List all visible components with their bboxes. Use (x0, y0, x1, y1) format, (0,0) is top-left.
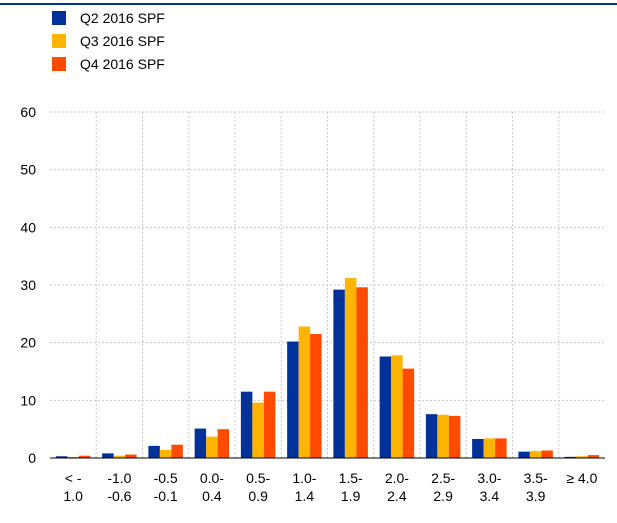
legend-swatch (52, 34, 66, 48)
bar (171, 444, 183, 458)
x-tick-label: 0.0- 0.4 (200, 470, 224, 504)
bar (518, 451, 530, 458)
bar (472, 438, 484, 458)
bar (67, 456, 79, 458)
x-tick-label-line: -0.6 (107, 488, 131, 504)
x-tick-label: 0.5- 0.9 (246, 470, 270, 504)
bar (148, 445, 160, 458)
x-tick-label: 3.5- 3.9 (524, 470, 548, 504)
x-tick-label-line: 1.9 (341, 488, 361, 504)
x-tick-label-line: 2.4 (387, 488, 407, 504)
x-tick-label-line: 3.5- (524, 470, 548, 486)
y-tick-label: 40 (20, 219, 36, 235)
x-tick-label: 1.5- 1.9 (339, 470, 363, 504)
y-tick-label: 50 (20, 162, 36, 178)
legend-swatch (52, 57, 66, 71)
bar (159, 449, 172, 458)
bar (495, 438, 507, 458)
x-tick-label: -1.0 -0.6 (107, 470, 131, 504)
x-tick-label: 2.5- 2.9 (431, 470, 455, 504)
x-tick-label: 2.0- 2.4 (385, 470, 409, 504)
x-tick-label-line: 1.0- (292, 470, 316, 486)
bar (263, 391, 276, 458)
bar (217, 429, 230, 458)
bar (113, 455, 126, 458)
bar (206, 436, 218, 458)
x-tick-label-line: 2.5- (431, 470, 455, 486)
legend-label: Q2 2016 SPF (80, 10, 165, 26)
bar (55, 456, 68, 458)
x-tick-label-line: ≥ 4.0 (566, 470, 597, 486)
bar (437, 414, 449, 458)
x-tick-label: 3.0- 3.4 (477, 470, 501, 504)
y-tick-label: 0 (28, 450, 36, 466)
x-tick-label-line: 3.0- (477, 470, 501, 486)
x-tick-label-line: 1.4 (295, 488, 315, 504)
x-tick-label-line: -0.1 (154, 488, 178, 504)
bar (356, 287, 368, 458)
x-tick-label: -0.5 -0.1 (154, 470, 178, 504)
bar (287, 341, 299, 458)
bar (483, 438, 496, 458)
x-tick-label-line: 2.9 (433, 488, 453, 504)
y-tick-label: 20 (20, 335, 36, 351)
legend-label: Q3 2016 SPF (80, 33, 165, 49)
x-tick-label: ≥ 4.0 (566, 470, 597, 486)
x-tick-label: < - 1.0 (63, 470, 83, 504)
y-tick-label: 10 (20, 392, 36, 408)
bar (252, 402, 264, 458)
bar (541, 450, 553, 458)
x-tick-label-line: 0.4 (202, 488, 222, 504)
bar (564, 456, 577, 458)
bar (333, 289, 345, 458)
legend-swatch (52, 11, 66, 25)
bar (78, 455, 91, 458)
bar (529, 451, 542, 458)
x-tick-label-line: 1.5- (339, 470, 363, 486)
bar (194, 428, 207, 458)
x-tick-label-line: -0.5 (154, 470, 178, 486)
x-tick-label-line: 2.0- (385, 470, 409, 486)
x-tick-label-line: < - (65, 470, 82, 486)
bar (576, 456, 588, 458)
legend-label: Q4 2016 SPF (80, 56, 165, 72)
bar (587, 455, 600, 458)
bar (344, 278, 357, 458)
x-tick-label-line: 3.9 (526, 488, 546, 504)
y-tick-label: 60 (20, 104, 36, 120)
x-tick-label: 1.0- 1.4 (292, 470, 316, 504)
bar (448, 415, 461, 458)
y-tick-label: 30 (20, 277, 36, 293)
x-tick-label-line: 0.0- (200, 470, 224, 486)
x-tick-label-line: -1.0 (107, 470, 131, 486)
bar (402, 368, 415, 458)
bar (240, 391, 253, 458)
bar (391, 355, 403, 458)
bar (125, 454, 137, 458)
x-tick-label-line: 0.9 (248, 488, 268, 504)
bar (425, 414, 438, 458)
bar (379, 356, 392, 458)
x-tick-label-line: 3.4 (480, 488, 500, 504)
x-tick-label-line: 0.5- (246, 470, 270, 486)
bar (102, 453, 114, 458)
bar (310, 334, 322, 458)
bar (298, 326, 311, 458)
x-tick-label-line: 1.0 (63, 488, 83, 504)
